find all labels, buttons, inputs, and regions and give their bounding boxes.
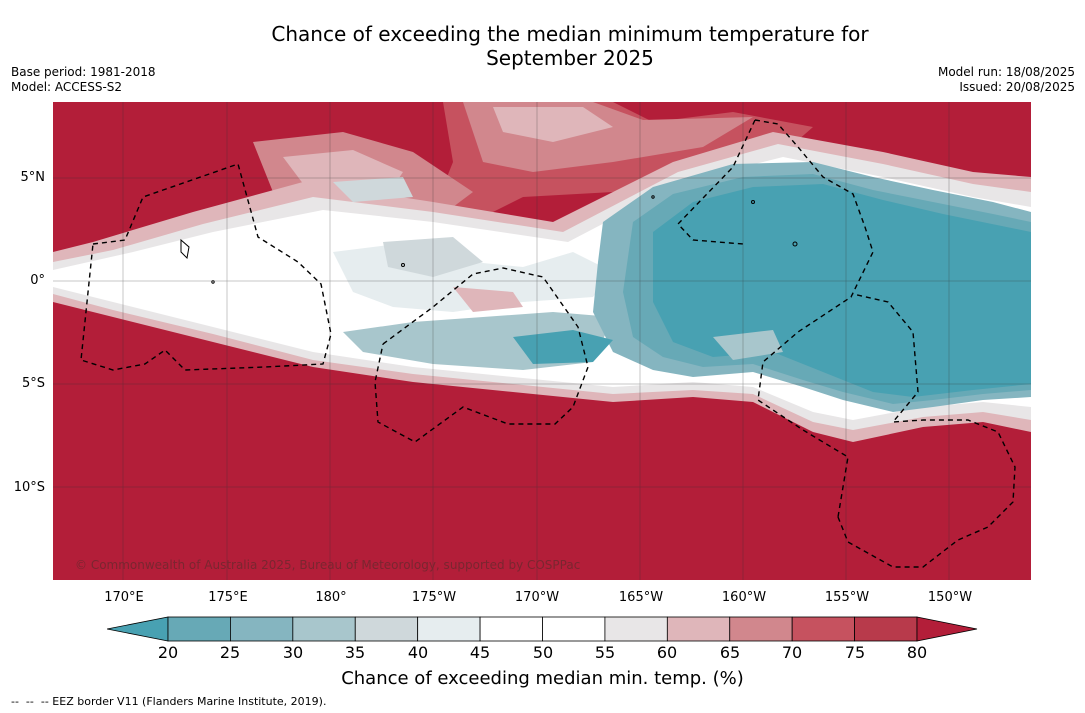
colorbar-tick-65: 65 (719, 643, 741, 662)
lon-label-155w: 155°W (824, 590, 870, 605)
colorbar-segment (604, 616, 668, 642)
lon-label-170e: 170°E (104, 590, 144, 605)
lon-label-165w: 165°W (618, 590, 664, 605)
colorbar-under-arrow (107, 616, 169, 642)
colorbar-tick-60: 60 (656, 643, 678, 662)
eez-borders (80, 119, 1016, 568)
issued-date: Issued: 20/08/2025 (959, 80, 1075, 94)
map-panel: © Commonwealth of Australia 2025, Bureau… (53, 102, 1031, 580)
meta-right: Model run: 18/08/2025 Issued: 20/08/2025 (938, 65, 1075, 95)
colorbar (107, 616, 978, 642)
map-patch-blue-south (513, 330, 613, 364)
colorbar-segment (417, 616, 481, 642)
colorbar-segment (729, 616, 793, 642)
map-patch-65-central (453, 287, 523, 312)
colorbar-label: Chance of exceeding median min. temp. (%… (341, 668, 744, 689)
map-band-35-north (333, 177, 413, 202)
colorbar-segment (791, 616, 855, 642)
lon-label-175w: 175°W (411, 590, 457, 605)
colorbar-tick-50: 50 (532, 643, 554, 662)
lat-label-0: 0° (30, 273, 45, 288)
colorbar-tick-40: 40 (407, 643, 429, 662)
colorbar-segment (854, 616, 918, 642)
chart-title: Chance of exceeding the median minimum t… (0, 22, 1085, 70)
lat-label-5s: 5°S (21, 376, 45, 391)
lon-label-150w: 150°W (927, 590, 973, 605)
colorbar-tick-35: 35 (344, 643, 366, 662)
map-gridlines (53, 102, 1031, 580)
map-band-65-north (493, 107, 613, 142)
eez-legend-note: -- -- -- EEZ border V11 (Flanders Marine… (11, 695, 327, 708)
lat-label-5n: 5°N (20, 170, 46, 185)
base-period: Base period: 1981-2018 (11, 65, 156, 79)
title-line-2: September 2025 (486, 46, 654, 70)
lon-label-180: 180° (315, 590, 347, 605)
colorbar-segment (230, 616, 294, 642)
lat-label-10s: 10°S (13, 480, 45, 495)
model-run: Model run: 18/08/2025 (937, 65, 1075, 79)
colorbar-segment (542, 616, 606, 642)
island-outlines (180, 195, 798, 284)
lon-label-160w: 160°W (721, 590, 767, 605)
colorbar-tick-30: 30 (282, 643, 304, 662)
colorbar-over-arrow (916, 616, 978, 642)
colorbar-segment (479, 616, 543, 642)
colorbar-tick-55: 55 (594, 643, 616, 662)
colorbar-segments (167, 616, 918, 642)
colorbar-segment (167, 616, 231, 642)
model-name: Model: ACCESS-S2 (11, 80, 123, 94)
colorbar-tick-25: 25 (219, 643, 241, 662)
lon-label-175e: 175°E (208, 590, 248, 605)
colorbar-segment (354, 616, 419, 642)
colorbar-segment (292, 616, 356, 642)
lon-label-170w: 170°W (514, 590, 560, 605)
copyright-notice: © Commonwealth of Australia 2025, Bureau… (75, 558, 581, 572)
colorbar-tick-75: 75 (844, 643, 866, 662)
meta-left: Base period: 1981-2018 Model: ACCESS-S2 (11, 65, 156, 95)
colorbar-tick-80: 80 (906, 643, 928, 662)
map-canvas (53, 102, 1031, 580)
title-line-1: Chance of exceeding the median minimum t… (271, 22, 869, 46)
colorbar-tick-45: 45 (469, 643, 491, 662)
colorbar-tick-20: 20 (157, 643, 179, 662)
colorbar-segment (666, 616, 731, 642)
map-patch-30-east (713, 330, 783, 360)
colorbar-tick-70: 70 (781, 643, 803, 662)
